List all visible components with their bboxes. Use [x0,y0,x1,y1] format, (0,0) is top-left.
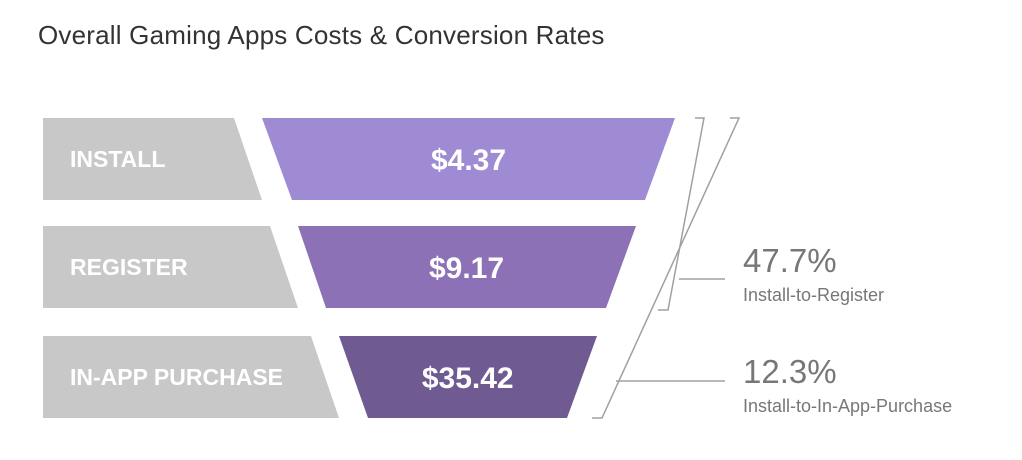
stage-label-register: REGISTER [70,254,188,280]
funnel-segment-register [298,226,636,308]
stage-label-install: INSTALL [70,146,165,172]
bracket-install-to-purchase [592,117,741,419]
stage-value-register: $9.17 [429,252,504,285]
funnel-stages: INSTALL $4.37 REGISTER $9.17 IN-APP PURCHASE… [43,118,675,418]
funnel-segment-in-app-purchase [339,336,597,418]
stage-value-install: $4.37 [431,144,506,177]
rate-label-install-to-in-app-purchase: Install-to-In-App-Purchase [743,396,952,416]
stage-label-bg-in-app-purchase [43,336,339,418]
stage-label-bg-register [43,226,298,308]
rate-value-install-to-in-app-purchase: 12.3% [743,353,837,390]
stage-value-in-app-purchase: $35.42 [422,362,514,395]
bracket-install-to-register [658,117,705,311]
rate-value-install-to-register: 47.7% [743,242,837,279]
rate-label-install-to-register: Install-to-Register [743,285,884,305]
funnel-segment-install [262,118,675,200]
conversion-rates: 47.7% Install-to-Register 12.3% Install-to-… [743,242,952,416]
chart-title: Overall Gaming Apps Costs & Conversion R… [38,20,605,50]
conversion-brackets [592,117,741,419]
stage-label-bg-install [43,118,262,200]
stage-label-in-app-purchase: IN-APP PURCHASE [70,364,283,390]
